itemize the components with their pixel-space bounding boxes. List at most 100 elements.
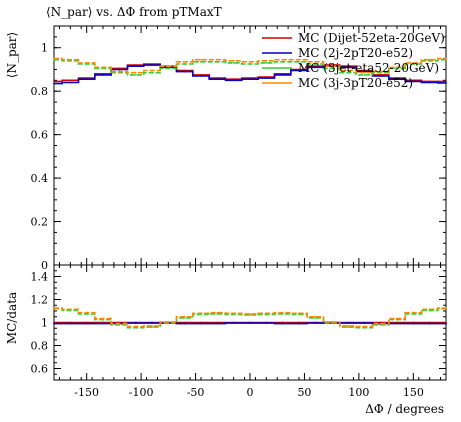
main-data-point: [347, 71, 349, 74]
ratio-data-point: [118, 322, 121, 325]
main-data-point: [69, 58, 72, 61]
main-data-point: [314, 63, 317, 65]
main-y-tick-label: 0: [41, 259, 48, 272]
ratio-y-axis-label: MC/data: [5, 292, 19, 344]
ratio-data-point: [412, 322, 415, 325]
main-data-point: [232, 59, 235, 62]
main-data-point: [314, 60, 317, 63]
ratio-data-point: [265, 312, 268, 315]
main-data-point: [379, 70, 382, 73]
main-data-point: [428, 81, 431, 84]
main-y-tick-label: 1: [41, 42, 48, 55]
main-data-point: [85, 78, 88, 81]
ratio-data-point: [347, 325, 349, 327]
main-data-point: [151, 64, 153, 66]
main-data-point: [134, 65, 137, 68]
main-data-point: [396, 66, 398, 69]
ratio-data-point: [265, 322, 268, 324]
main-data-point: [298, 60, 300, 63]
ratio-data-point: [53, 322, 55, 325]
ratio-y-tick-label: 1: [41, 317, 48, 330]
ratio-data-point: [281, 311, 284, 314]
ratio-data-point: [347, 322, 349, 324]
main-data-point: [167, 67, 170, 70]
ratio-data-point: [167, 321, 170, 323]
main-data-point: [216, 60, 219, 63]
main-data-point: [200, 60, 202, 63]
legend-label: MC (Dijet-52eta-20GeV): [298, 31, 445, 45]
ratio-y-tick-label: 0.6: [31, 363, 49, 376]
ratio-data-point: [69, 322, 72, 325]
ratio-data-point: [314, 315, 317, 318]
main-data-point: [249, 78, 251, 81]
ratio-data-point: [298, 322, 300, 325]
main-y-ticks: 0 0.2 0.4 0.6 0.8 1: [31, 25, 446, 272]
ratio-data-point: [183, 315, 186, 318]
ratio-data-point: [216, 311, 219, 314]
main-data-point: [314, 66, 317, 69]
ratio-data-point: [363, 325, 366, 328]
main-data-point: [183, 70, 186, 73]
ratio-y-tick-label: 1.2: [31, 294, 49, 307]
main-data-point: [167, 65, 170, 68]
legend-label: MC (2j-2pT20-e52): [298, 46, 413, 60]
ratio-data-point: [53, 307, 55, 309]
main-data-point: [134, 71, 137, 74]
main-data-point: [183, 60, 186, 63]
ratio-series-group: [53, 307, 447, 329]
x-tick-label: -150: [74, 386, 99, 399]
x-axis-label: ΔΦ / degrees: [365, 402, 444, 416]
ratio-data-point: [330, 321, 333, 323]
ratio-data-point: [134, 322, 137, 324]
main-data-point: [265, 62, 268, 64]
x-tick-label: 0: [247, 386, 254, 399]
ratio-y-tick-label: 1.4: [31, 271, 49, 284]
main-data-point: [445, 80, 447, 83]
main-data-point: [232, 62, 235, 64]
main-data-point: [298, 69, 300, 72]
ratio-data-point: [232, 312, 235, 315]
ratio-data-point: [183, 322, 186, 325]
ratio-data-point: [216, 322, 219, 325]
main-data-point: [379, 75, 382, 77]
ratio-data-point: [314, 322, 317, 324]
main-data-point: [249, 60, 251, 63]
ratio-data-point: [200, 312, 202, 315]
ratio-data-point: [85, 322, 88, 325]
ratio-y-tick-label: 0.8: [31, 340, 49, 353]
ratio-series-line-3: [54, 307, 446, 329]
main-data-point: [53, 57, 55, 60]
main-data-point: [134, 74, 137, 76]
ratio-data-point: [134, 325, 137, 328]
ratio-data-point: [396, 322, 398, 325]
ratio-data-point: [85, 311, 88, 314]
ratio-data-point: [232, 322, 235, 324]
main-data-point: [298, 58, 300, 61]
ratio-data-point: [102, 322, 104, 325]
main-data-point: [428, 58, 431, 61]
ratio-data-point: [281, 322, 284, 325]
main-data-point: [281, 60, 284, 63]
main-data-point: [85, 62, 88, 64]
x-tick-label: 50: [297, 386, 311, 399]
main-y-tick-label: 0.2: [31, 216, 49, 229]
main-data-point: [445, 57, 447, 60]
main-data-point: [347, 69, 349, 72]
main-data-point: [249, 63, 251, 65]
x-tick-label: -100: [129, 386, 154, 399]
main-data-point: [347, 66, 349, 69]
ratio-data-point: [151, 322, 153, 324]
ratio-data-point: [428, 308, 431, 311]
main-data-point: [69, 81, 72, 84]
ratio-data-point: [412, 311, 415, 314]
main-data-point: [118, 70, 121, 73]
main-y-tick-label: 0.8: [31, 85, 49, 98]
main-y-tick-label: 0.6: [31, 129, 49, 142]
main-data-point: [330, 65, 333, 68]
ratio-data-point: [379, 322, 382, 325]
main-data-point: [216, 78, 219, 81]
main-data-point: [412, 62, 415, 64]
main-data-point: [281, 74, 284, 76]
main-data-point: [396, 78, 398, 81]
